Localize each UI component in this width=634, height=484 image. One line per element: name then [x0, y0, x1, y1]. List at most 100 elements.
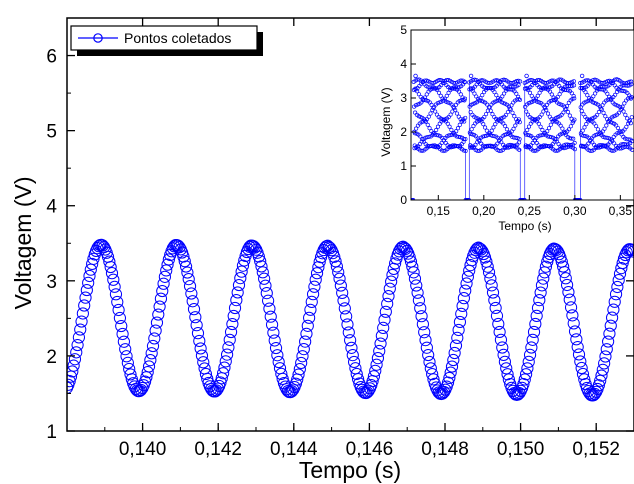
data-point [336, 286, 349, 299]
inset-data-point [514, 91, 519, 96]
inset-data-point [502, 132, 507, 138]
data-point [103, 255, 116, 268]
inset-data-point [497, 148, 502, 153]
data-point [592, 379, 605, 392]
inset-data-point [584, 99, 589, 104]
main-y-tick-label: 5 [46, 122, 57, 143]
inset-data-point [492, 90, 497, 95]
inset-data-point [472, 91, 477, 96]
inset-data-point [538, 124, 543, 129]
inset-background [411, 30, 634, 200]
data-point [436, 387, 449, 400]
data-point [481, 260, 494, 273]
inset-data-point [509, 103, 514, 108]
data-point [534, 286, 547, 299]
inset-data-point [490, 112, 495, 117]
inset-data-point [423, 119, 429, 124]
inset-data-point [494, 93, 499, 98]
data-point [332, 266, 345, 279]
inset-data-point [500, 94, 505, 99]
data-point [489, 301, 502, 315]
inset-data-point [543, 105, 548, 111]
data-point [138, 375, 152, 388]
inset-data-point [535, 93, 540, 98]
data-point [224, 325, 238, 339]
data-point [263, 302, 276, 315]
main-plot: 0,140 0,142 0,144 0,146 0,148 0,150 0,152 1234… [10, 17, 634, 483]
data-point [486, 286, 500, 299]
inset-data-point [617, 146, 622, 151]
inset-data-point [572, 117, 577, 122]
inset-data-point [535, 99, 540, 104]
data-point [408, 272, 422, 285]
data-point [452, 323, 465, 337]
data-point [228, 301, 242, 315]
inset-data-point [504, 127, 509, 132]
inset-data-point [484, 112, 489, 117]
data-point [443, 371, 456, 385]
inset-data-point [625, 83, 630, 88]
inset-data-point [537, 133, 543, 138]
data-point [345, 341, 358, 354]
inset-data-point [419, 148, 424, 154]
data-point [185, 287, 198, 300]
inset-data-point [437, 78, 442, 83]
main-x-tick-label: 0,150 [497, 439, 545, 460]
inset-data-point [505, 110, 510, 115]
data-point [357, 385, 370, 398]
inset-y-tick-label: 4 [400, 57, 407, 71]
inset-data-point [525, 132, 530, 138]
inset-data-point [629, 115, 634, 120]
inset-data-point [432, 132, 438, 137]
data-point [153, 300, 166, 313]
inset-data-point [444, 77, 449, 83]
data-point [117, 335, 130, 348]
data-point [493, 325, 506, 339]
inset-y-tick-label: 3 [400, 91, 407, 105]
inset-data-point [508, 107, 513, 112]
data-point [587, 389, 600, 402]
data-point [488, 294, 501, 307]
data-point [82, 276, 95, 289]
inset-data-point [517, 137, 522, 142]
inset-data-point [547, 134, 552, 139]
data-point [367, 370, 381, 383]
inset-data-point [583, 90, 588, 95]
data-point [423, 355, 436, 369]
data-point [567, 317, 580, 330]
data-point [119, 343, 132, 356]
data-point [459, 284, 472, 297]
data-point [195, 349, 209, 362]
inset-data-point [456, 134, 461, 139]
inset-data-point [545, 111, 551, 116]
data-point [217, 367, 230, 380]
inset-data-point [467, 145, 473, 150]
inset-data-point [457, 122, 462, 127]
data-point [527, 325, 541, 339]
data-point [268, 334, 281, 347]
data-point [308, 280, 321, 293]
data-point [346, 349, 359, 362]
data-point [415, 310, 428, 323]
data-point [96, 239, 109, 252]
inset-data-point [479, 99, 484, 104]
inset-data-point [475, 148, 480, 153]
inset-data-point [501, 77, 506, 82]
inset-data-point [536, 121, 541, 126]
data-point [313, 255, 326, 268]
data-point [596, 363, 609, 376]
inset-data-point [463, 136, 468, 142]
data-point [149, 324, 162, 337]
data-point [189, 311, 202, 324]
data-point [161, 258, 174, 271]
data-point [338, 302, 351, 315]
inset-data-point [571, 136, 576, 141]
data-point [512, 388, 525, 401]
data-point [537, 272, 550, 285]
data-point [411, 286, 424, 299]
data-point [113, 311, 127, 325]
data-point [449, 339, 463, 352]
data-point [461, 270, 474, 283]
legend-marker-icon [93, 33, 103, 43]
